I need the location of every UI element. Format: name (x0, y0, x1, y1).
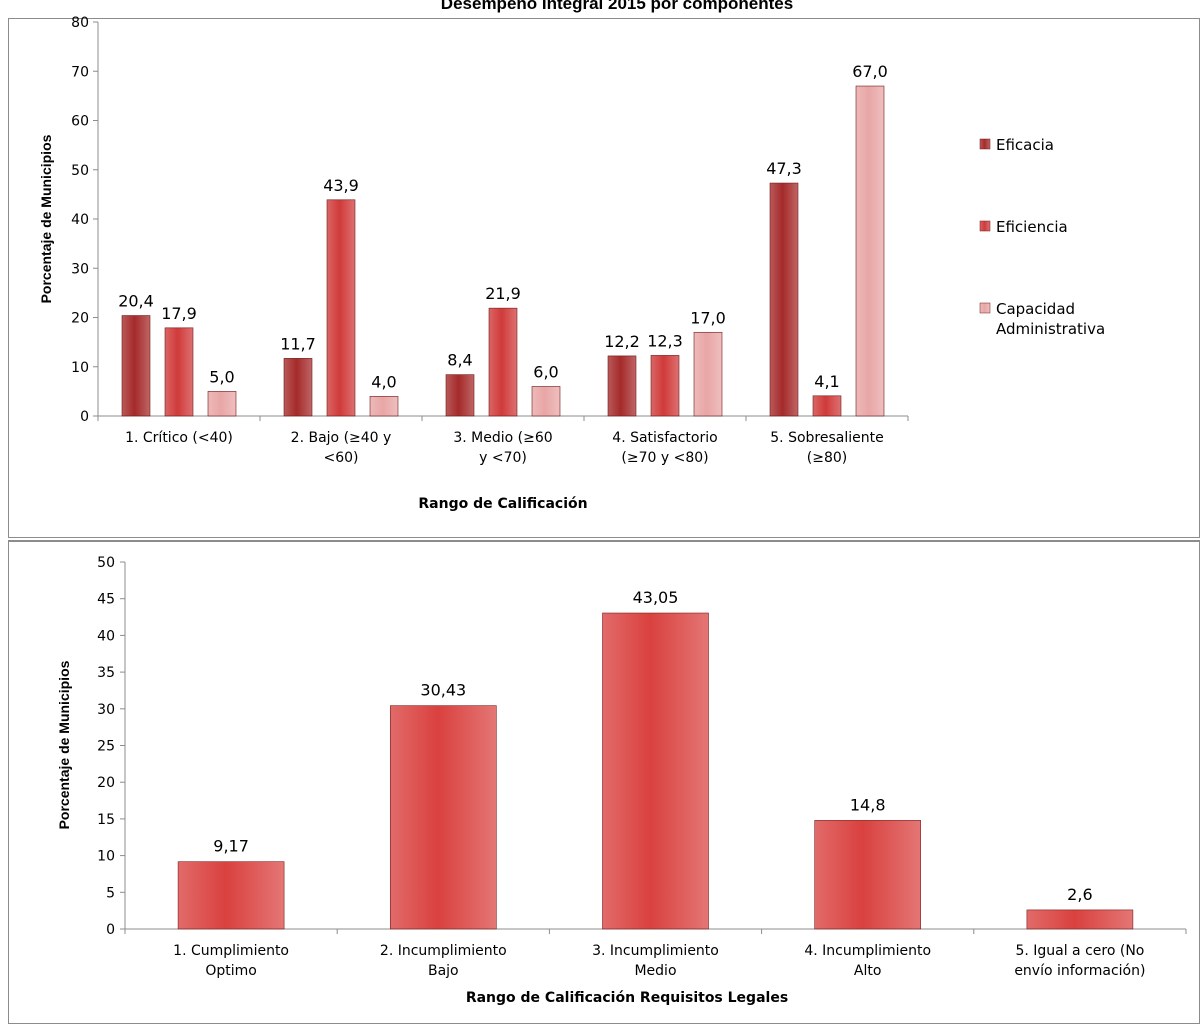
chart-1-category-label: y <70) (479, 450, 527, 466)
chart-1-data-label: 21,9 (485, 284, 521, 303)
chart-1-category-label: 4. Satisfactorio (612, 430, 717, 446)
chart-2-category-label: Bajo (428, 963, 459, 979)
chart-1-category-label: 1. Crítico (<40) (125, 430, 233, 446)
chart-1-data-label: 11,7 (280, 334, 316, 353)
chart-1-data-label: 67,0 (852, 62, 888, 81)
legend-swatch (979, 220, 991, 232)
chart-1-y-tick-label: 30 (71, 261, 89, 277)
chart-1-y-tick-label: 60 (71, 114, 89, 130)
chart-2-category-label: 4. Incumplimiento (804, 943, 931, 959)
chart-2: 0 5 10 15 20 25 30 35 40 45 50 1. Cumplimiento Optim… (56, 555, 1187, 1006)
chart-2-data-label: 14,8 (850, 795, 886, 814)
legend-swatch (979, 302, 991, 314)
chart-1-data-label: 47,3 (766, 159, 802, 178)
chart-2-bar (1026, 909, 1134, 930)
chart-2-y-axis-title: Porcentaje de Municipios (56, 660, 72, 829)
chart-2-y-tick-label: 20 (97, 775, 115, 791)
chart-1-frame (8, 18, 1200, 538)
chart-1-category-label: 5. Sobresaliente (770, 430, 883, 446)
chart-1-bar (693, 331, 723, 417)
chart-2-y-tick-label: 40 (97, 628, 115, 644)
chart-1-category-label: 2. Bajo (≥40 y (291, 430, 392, 446)
chart-1-data-label: 6,0 (533, 362, 558, 381)
chart-2-data-label: 9,17 (213, 837, 249, 856)
chart-1-data-label: 4,1 (814, 372, 839, 391)
chart-1-y-tick-label: 10 (71, 360, 89, 376)
chart-2-y-tick-label: 35 (97, 665, 115, 681)
chart-2-y-tick-label: 15 (97, 812, 115, 828)
chart-1-category-label: (≥80) (807, 450, 847, 466)
chart-2-data-label: 30,43 (420, 681, 466, 700)
chart-1-data-label: 8,4 (447, 351, 472, 370)
chart-2-category-label: Alto (854, 963, 882, 979)
chart-2-bar (814, 820, 922, 930)
chart-1-bar (445, 374, 475, 417)
chart-1-data-label: 5,0 (209, 367, 234, 386)
chart-1-y-tick-label: 70 (71, 64, 89, 80)
chart-1-bar (164, 327, 194, 417)
chart-1-bar (121, 315, 151, 417)
chart-1-data-label: 43,9 (323, 176, 359, 195)
chart-1-bar (531, 386, 561, 417)
chart-1-data-label: 12,2 (604, 332, 640, 351)
chart-1-bar (369, 395, 399, 417)
chart-1-y-tick-label: 80 (71, 15, 89, 31)
legend-label: Eficacia (996, 136, 1054, 154)
legend-label: Capacidad (996, 300, 1075, 318)
chart-1-bar (326, 199, 356, 417)
chart-2-category-label: 1. Cumplimiento (173, 943, 289, 959)
chart-2-bar (602, 612, 709, 930)
chart-2-y-tick-label: 45 (97, 592, 115, 608)
chart-1-y-tick-label: 50 (71, 163, 89, 179)
chart-1-category-label: 3. Medio (≥60 (453, 430, 552, 446)
chart-2-bar (389, 705, 497, 930)
chart-1-bar (812, 395, 842, 417)
chart-2-category-label: 5. Igual a cero (No (1015, 943, 1144, 959)
chart-2-category-label: Optimo (205, 963, 257, 979)
chart-1-bar (607, 355, 637, 417)
chart-1-y-axis-title: Porcentaje de Municipios (38, 134, 54, 303)
chart-2-y-tick-label: 25 (97, 739, 115, 755)
chart-2-y-tick-label: 0 (106, 922, 115, 938)
chart-2-category-label: Medio (634, 963, 676, 979)
chart-2-y-tick-label: 10 (97, 849, 115, 865)
chart-1-category-label: <60) (323, 450, 358, 466)
chart-1-category-label: (≥70 y <80) (621, 450, 708, 466)
chart-2-data-label: 43,05 (633, 588, 679, 607)
chart-2-y-tick-label: 50 (97, 555, 115, 571)
chart-1-y-tick-label: 20 (71, 311, 89, 327)
chart-2-category-label: 2. Incumplimiento (380, 943, 507, 959)
chart-2-bar (177, 861, 285, 930)
chart-1-bar (488, 307, 518, 417)
chart-2-y-tick-label: 30 (97, 702, 115, 718)
chart-2-data-label: 2,6 (1067, 885, 1092, 904)
chart-1-bar (769, 182, 799, 417)
legend-label: Eficiencia (996, 218, 1068, 236)
chart-1-data-label: 4,0 (371, 372, 396, 391)
chart-1-bar (650, 355, 680, 417)
chart-1-y-tick-label: 0 (80, 409, 89, 425)
chart-1-title: Desempeño Integral 2015 por componentes (441, 0, 793, 13)
chart-1-data-label: 12,3 (647, 331, 683, 350)
chart-2-y-tick-label: 5 (106, 885, 115, 901)
legend-swatch (979, 138, 991, 150)
chart-1-data-label: 20,4 (118, 292, 154, 311)
chart-1-data-label: 17,9 (161, 304, 197, 323)
chart-1-bar (283, 358, 313, 417)
chart-2-category-label: 3. Incumplimiento (592, 943, 719, 959)
legend-label: Administrativa (996, 320, 1105, 338)
chart-1-data-label: 17,0 (690, 308, 726, 327)
chart-1-y-tick-label: 40 (71, 212, 89, 228)
chart-1-bar (207, 391, 237, 417)
chart-2-category-label: envío información) (1014, 963, 1145, 979)
chart-1-bar (855, 85, 885, 417)
chart-1-x-axis-title: Rango de Calificación (418, 496, 587, 512)
chart-1: 0 10 20 30 40 50 60 70 80 1. Crítico (<40) 20,4 17,… (38, 15, 1105, 512)
chart-2-x-axis-title: Rango de Calificación Requisitos Legales (466, 990, 788, 1006)
